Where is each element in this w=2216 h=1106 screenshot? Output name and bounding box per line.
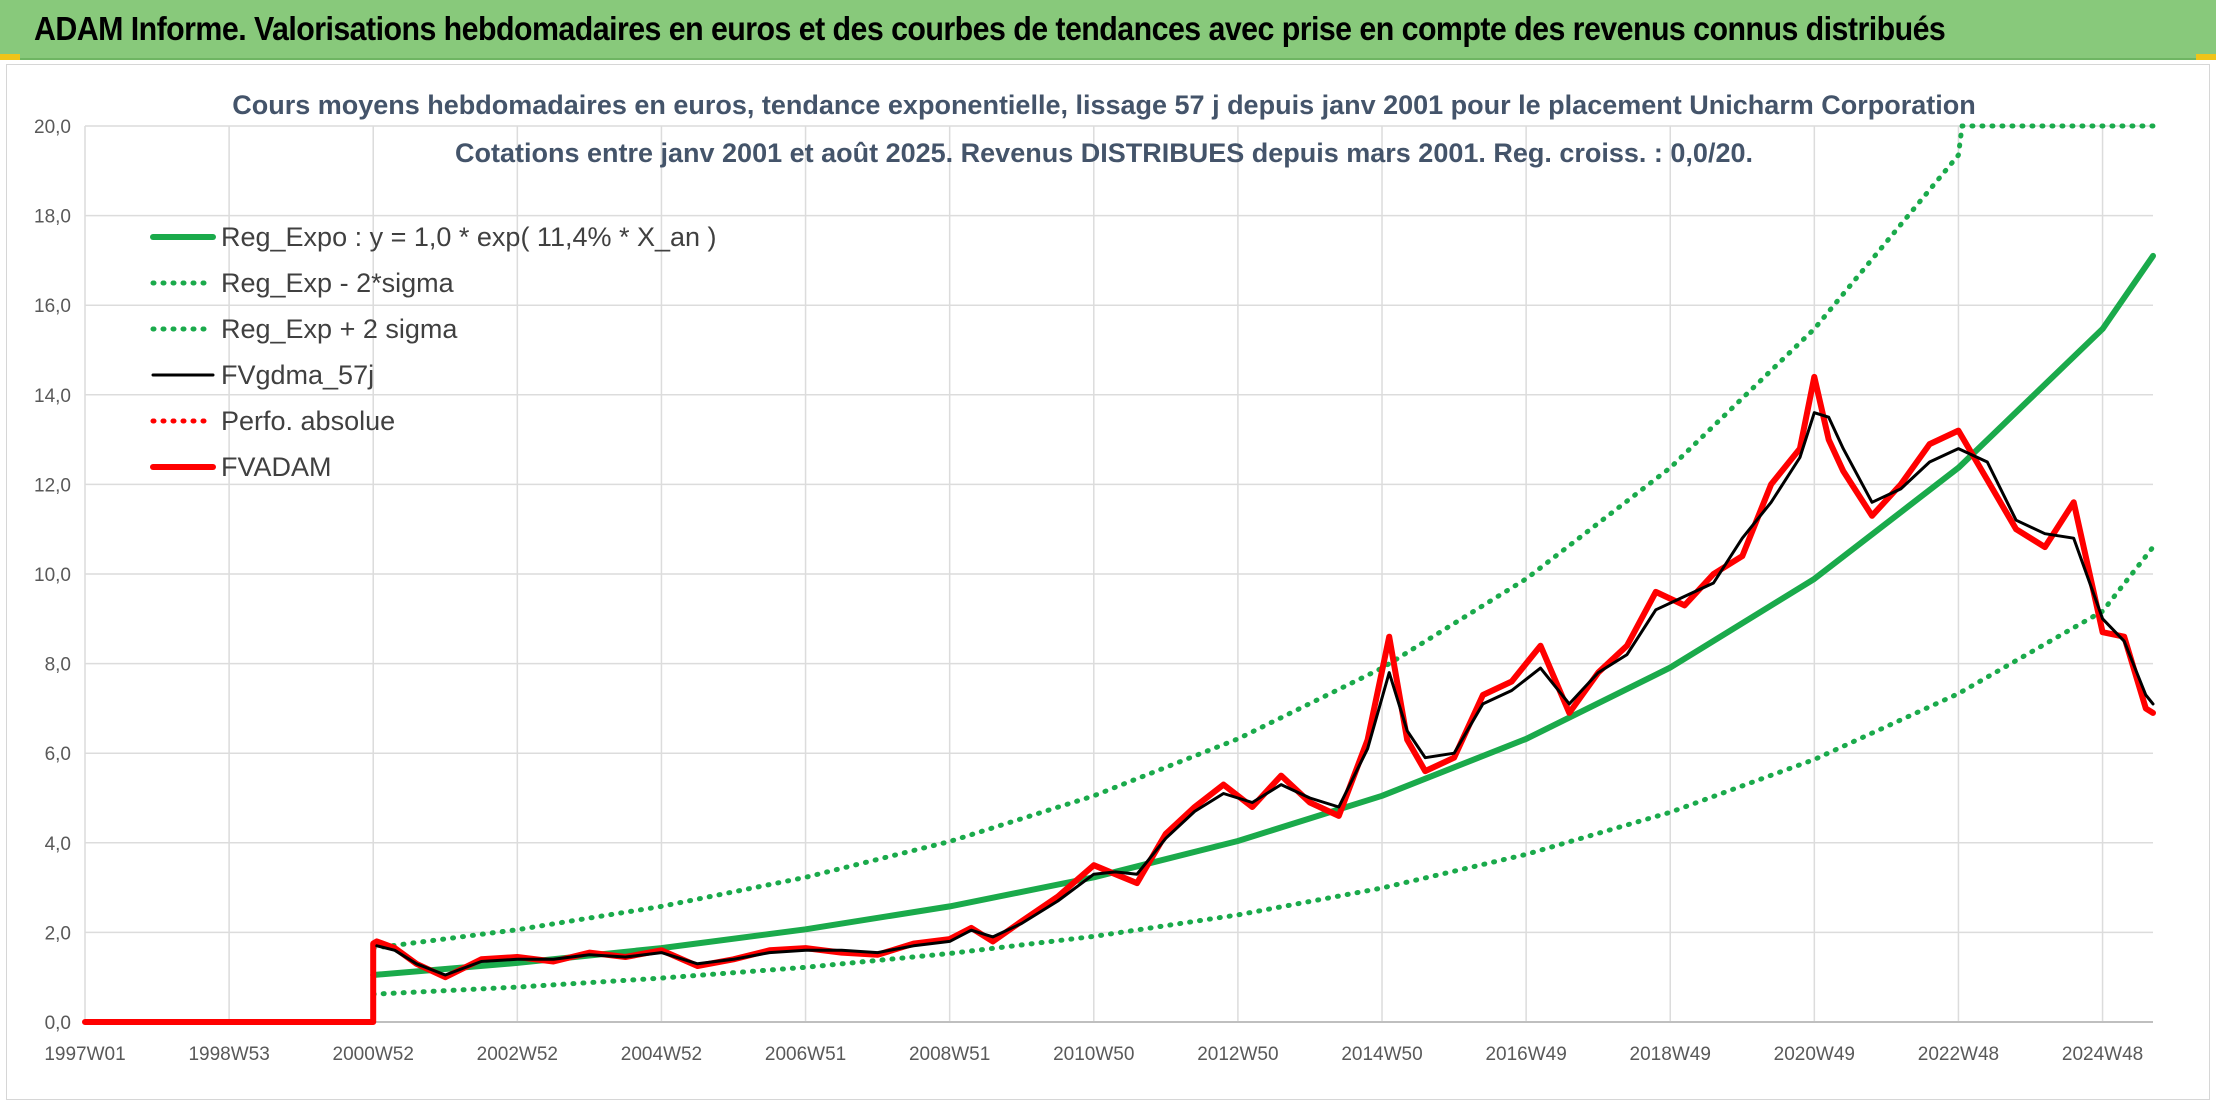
x-tick-label: 2014W50 xyxy=(1341,1044,1422,1065)
x-tick-label: 1998W53 xyxy=(188,1044,269,1065)
x-tick-label: 2022W48 xyxy=(1918,1044,1999,1065)
legend: Reg_Expo : y = 1,0 * exp( 11,4% * X_an )… xyxy=(150,222,717,482)
y-tick-label: 0,0 xyxy=(45,1013,71,1034)
x-tick-label: 2024W48 xyxy=(2062,1044,2143,1065)
corner-accent-left xyxy=(0,54,20,60)
x-tick-label: 2012W50 xyxy=(1197,1044,1278,1065)
series-line-1 xyxy=(370,544,2156,997)
gridlines xyxy=(84,125,2153,1023)
y-tick-label: 16,0 xyxy=(34,296,71,317)
y-tick-label: 2,0 xyxy=(45,923,71,944)
y-tick-label: 6,0 xyxy=(45,744,71,765)
x-tick-label: 2004W52 xyxy=(621,1044,702,1065)
y-tick-label: 14,0 xyxy=(34,386,71,407)
y-tick-label: 12,0 xyxy=(34,475,71,496)
x-tick-label: 2002W52 xyxy=(477,1044,558,1065)
series-line-4 xyxy=(374,374,2156,980)
chart-subtitle: Cotations entre janv 2001 et août 2025. … xyxy=(455,138,1753,168)
axis-tick-labels: 0,0 2,0 4,0 6,0 8,0 10,0 12,0 14,0 16,0 18,0 20,0 1… xyxy=(34,117,2143,1065)
series-line-5 xyxy=(82,373,2156,1025)
x-tick-label: 2000W52 xyxy=(333,1044,414,1065)
series-line-2 xyxy=(370,123,2156,951)
chart-title: Cours moyens hebdomadaires en euros, ten… xyxy=(232,90,1976,120)
x-tick-label: 2006W51 xyxy=(765,1044,846,1065)
y-tick-label: 18,0 xyxy=(34,207,71,228)
y-tick-label: 8,0 xyxy=(45,655,71,676)
y-tick-label: 10,0 xyxy=(34,565,71,586)
series-line-3 xyxy=(375,411,2155,977)
x-tick-label: 2008W51 xyxy=(909,1044,990,1065)
legend-label: Perfo. absolue xyxy=(221,406,395,436)
chart-area: 0,0 2,0 4,0 6,0 8,0 10,0 12,0 14,0 16,0 18,0 20,0 1… xyxy=(6,64,2210,1100)
report-header: ADAM Informe. Valorisations hebdomadaire… xyxy=(0,0,2216,60)
x-tick-label: 2016W49 xyxy=(1485,1044,1566,1065)
report-title: ADAM Informe. Valorisations hebdomadaire… xyxy=(34,10,1946,47)
series-line-0 xyxy=(370,252,2156,978)
legend-label: FVADAM xyxy=(221,452,332,482)
x-tick-label: 2018W49 xyxy=(1630,1044,1711,1065)
y-tick-label: 4,0 xyxy=(45,834,71,855)
legend-label: FVgdma_57j xyxy=(221,360,374,390)
series-lines xyxy=(82,123,2156,1025)
corner-accent-right xyxy=(2196,54,2216,60)
legend-label: Reg_Expo : y = 1,0 * exp( 11,4% * X_an ) xyxy=(221,222,717,252)
price-trend-chart: 0,0 2,0 4,0 6,0 8,0 10,0 12,0 14,0 16,0 18,0 20,0 1… xyxy=(34,90,2156,1065)
legend-label: Reg_Exp - 2*sigma xyxy=(221,268,455,298)
x-tick-label: 2020W49 xyxy=(1774,1044,1855,1065)
x-tick-label: 2010W50 xyxy=(1053,1044,1134,1065)
x-tick-label: 1997W01 xyxy=(44,1044,125,1065)
y-tick-label: 20,0 xyxy=(34,117,71,138)
legend-label: Reg_Exp + 2 sigma xyxy=(221,314,458,344)
